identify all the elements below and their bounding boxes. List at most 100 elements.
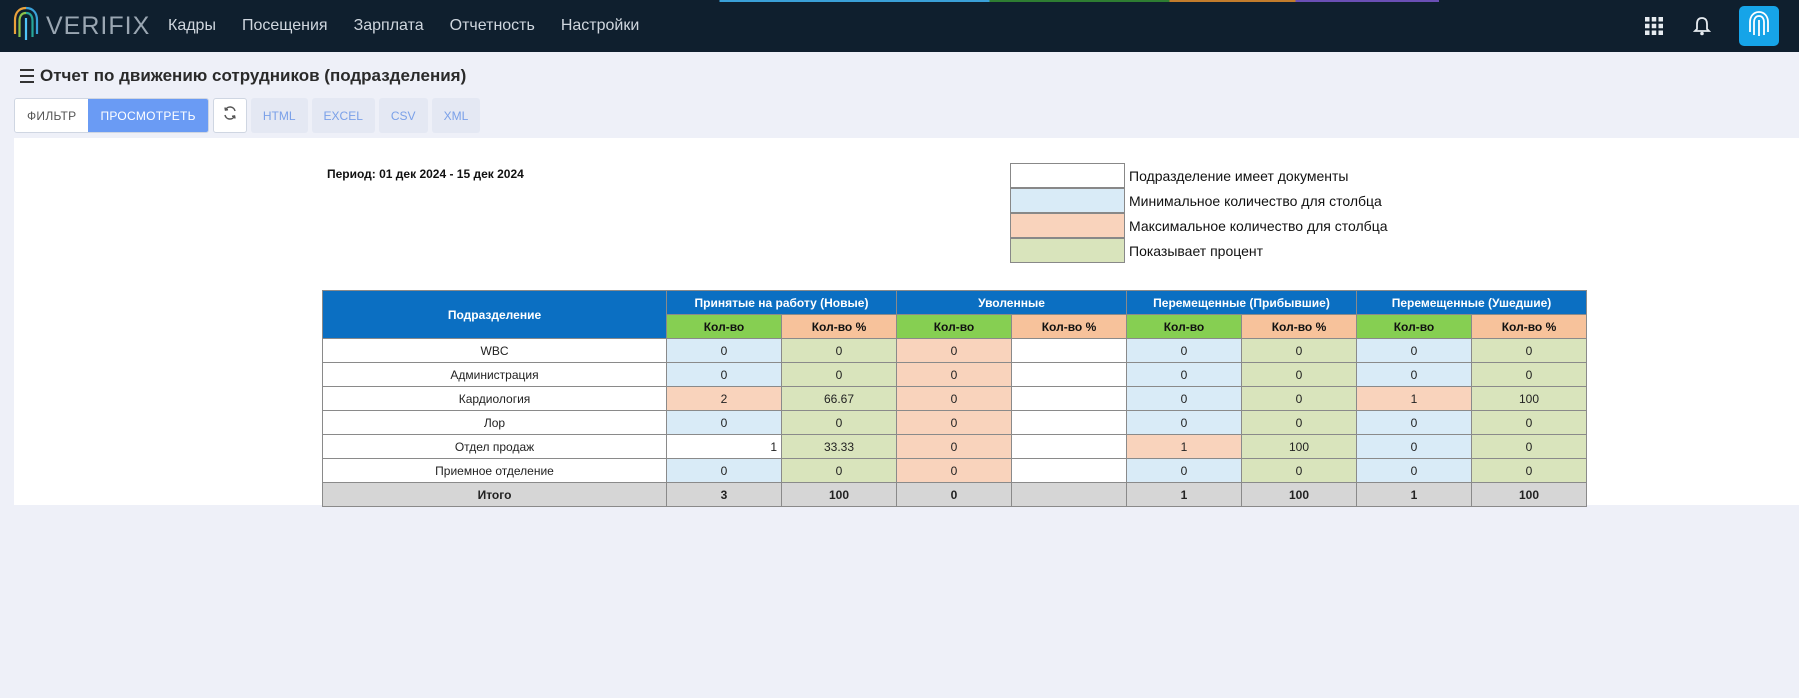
cell: [1011, 386, 1127, 411]
fingerprint-icon: [1748, 10, 1770, 43]
cell: [1011, 410, 1127, 435]
dept-cell: Кардиология: [322, 386, 667, 411]
nav-item-poseshcheniya[interactable]: Посещения: [241, 17, 328, 34]
cell: 0: [781, 362, 897, 387]
report-toolbar: ФИЛЬТР ПРОСМОТРЕТЬ HTML EXCEL CSV XML: [14, 98, 481, 133]
total-cell: 1: [1356, 482, 1472, 507]
report-panel: Период: 01 дек 2024 - 15 дек 2024 Подраз…: [14, 138, 1799, 507]
cell: 0: [896, 362, 1012, 387]
cell: 0: [1356, 410, 1472, 435]
sub-header-pct: Кол-во %: [1471, 314, 1587, 339]
cell: 0: [1471, 410, 1587, 435]
cell: 0: [1356, 434, 1472, 459]
top-stripe: [0, 0, 1799, 2]
legend-swatch-blue: [1010, 187, 1125, 213]
sub-header-count: Кол-во: [666, 314, 782, 339]
cell: 0: [1126, 338, 1242, 363]
cell: 0: [1126, 410, 1242, 435]
cell: 2: [666, 386, 782, 411]
cell: 0: [1471, 362, 1587, 387]
table-row: Приемное отделение 0 0 0 0 0 0 0: [322, 458, 1587, 483]
legend-label: Максимальное количество для столбца: [1129, 217, 1388, 234]
dept-cell: WBC: [322, 338, 667, 363]
bell-icon[interactable]: [1691, 15, 1713, 37]
cell: 0: [1471, 338, 1587, 363]
cell: 0: [1126, 362, 1242, 387]
dept-cell: Приемное отделение: [322, 458, 667, 483]
sub-header-pct: Кол-во %: [781, 314, 897, 339]
cell: 0: [666, 458, 782, 483]
page-title: Отчет по движению сотрудников (подраздел…: [40, 66, 467, 85]
legend-label: Минимальное количество для столбца: [1129, 192, 1382, 209]
top-navbar: VERIFIX Кадры Посещения Зарплата Отчетно…: [0, 0, 1799, 52]
view-button[interactable]: ПРОСМОТРЕТЬ: [88, 99, 208, 132]
cell: 0: [1126, 458, 1242, 483]
total-cell: 100: [781, 482, 897, 507]
legend-swatch-green: [1010, 237, 1125, 263]
cell: 0: [896, 434, 1012, 459]
cell: 0: [1241, 410, 1357, 435]
export-xml-button[interactable]: XML: [431, 98, 481, 133]
cell: 0: [1356, 338, 1472, 363]
group-header-transferred-out: Перемещенные (Ушедшие): [1356, 290, 1587, 315]
table-row: Администрация 0 0 0 0 0 0 0: [322, 362, 1587, 387]
cell: 1: [666, 434, 782, 459]
nav-item-otchetnost[interactable]: Отчетность: [449, 17, 535, 34]
report-period: Период: 01 дек 2024 - 15 дек 2024: [327, 167, 524, 181]
top-icons: [1617, 0, 1779, 52]
cell: 0: [666, 362, 782, 387]
nav-item-zarplata[interactable]: Зарплата: [353, 17, 424, 34]
nav-item-nastroyki[interactable]: Настройки: [560, 17, 640, 34]
cell: 66.67: [781, 386, 897, 411]
dept-cell: Администрация: [322, 362, 667, 387]
dept-header: Подразделение: [322, 290, 667, 339]
total-cell: 1: [1126, 482, 1242, 507]
movement-table: Подразделение Принятые на работу (Новые)…: [322, 290, 1587, 507]
sub-header-count: Кол-во: [1126, 314, 1242, 339]
logo[interactable]: VERIFIX: [12, 5, 150, 48]
legend-item: Максимальное количество для столбца: [1010, 212, 1388, 238]
cell: 100: [1241, 434, 1357, 459]
export-html-button[interactable]: HTML: [250, 98, 308, 133]
table-row: Отдел продаж 1 33.33 0 1 100 0 0: [322, 434, 1587, 459]
cell: 1: [1126, 434, 1242, 459]
cell: 0: [896, 410, 1012, 435]
group-header-transferred-in: Перемещенные (Прибывшие): [1126, 290, 1357, 315]
cell: 0: [1241, 338, 1357, 363]
export-excel-button[interactable]: EXCEL: [311, 98, 375, 133]
apps-grid-icon[interactable]: [1643, 15, 1665, 37]
cell: 0: [896, 458, 1012, 483]
cell: 0: [1356, 458, 1472, 483]
cell: 0: [1126, 386, 1242, 411]
cell: [1011, 362, 1127, 387]
cell: [1011, 458, 1127, 483]
filter-button[interactable]: ФИЛЬТР: [15, 99, 89, 132]
cell: [1011, 434, 1127, 459]
fingerprint-logo-icon: [12, 5, 40, 48]
nav-item-kadry[interactable]: Кадры: [168, 17, 216, 34]
cell: 0: [666, 410, 782, 435]
profile-button[interactable]: [1739, 6, 1779, 46]
dept-cell: Отдел продаж: [322, 434, 667, 459]
total-cell: 100: [1241, 482, 1357, 507]
cell: 0: [1471, 458, 1587, 483]
total-cell: [1011, 482, 1127, 507]
cell: 0: [781, 458, 897, 483]
cell: 0: [781, 338, 897, 363]
table-row: Лор 0 0 0 0 0 0 0: [322, 410, 1587, 435]
sub-header-pct: Кол-во %: [1241, 314, 1357, 339]
export-csv-button[interactable]: CSV: [378, 98, 428, 133]
total-row: Итого 3 100 0 1 100 1 100: [322, 482, 1587, 507]
legend-label: Подразделение имеет документы: [1129, 167, 1349, 184]
cell: 0: [781, 410, 897, 435]
total-label: Итого: [322, 482, 667, 507]
refresh-button[interactable]: [212, 98, 247, 133]
table-row: Кардиология 2 66.67 0 0 0 1 100: [322, 386, 1587, 411]
legend-swatch-orange: [1010, 212, 1125, 238]
cell: 0: [666, 338, 782, 363]
hamburger-menu-icon[interactable]: [20, 69, 34, 83]
cell: 0: [1241, 362, 1357, 387]
legend-item: Подразделение имеет документы: [1010, 162, 1388, 188]
total-cell: 3: [666, 482, 782, 507]
sub-header-pct: Кол-во %: [1011, 314, 1127, 339]
